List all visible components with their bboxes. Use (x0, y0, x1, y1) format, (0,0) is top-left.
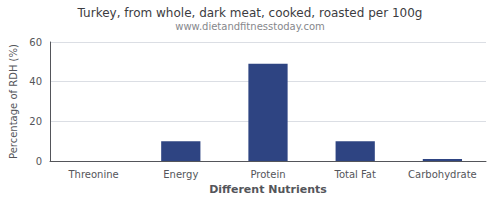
svg-text:20: 20 (29, 116, 42, 127)
svg-text:Different Nutrients: Different Nutrients (209, 183, 327, 196)
svg-text:Turkey, from whole, dark meat,: Turkey, from whole, dark meat, cooked, r… (77, 6, 423, 20)
svg-text:60: 60 (29, 37, 42, 48)
svg-text:Percentage of RDH (%): Percentage of RDH (%) (8, 44, 19, 159)
svg-text:Energy: Energy (163, 169, 198, 180)
svg-text:Protein: Protein (250, 169, 285, 180)
svg-text:www.dietandfitnesstoday.com: www.dietandfitnesstoday.com (175, 21, 324, 32)
svg-text:Carbohydrate: Carbohydrate (408, 169, 477, 180)
svg-text:0: 0 (36, 156, 42, 167)
svg-text:40: 40 (29, 76, 42, 87)
svg-text:Total Fat: Total Fat (333, 169, 375, 180)
svg-text:Threonine: Threonine (67, 169, 118, 180)
